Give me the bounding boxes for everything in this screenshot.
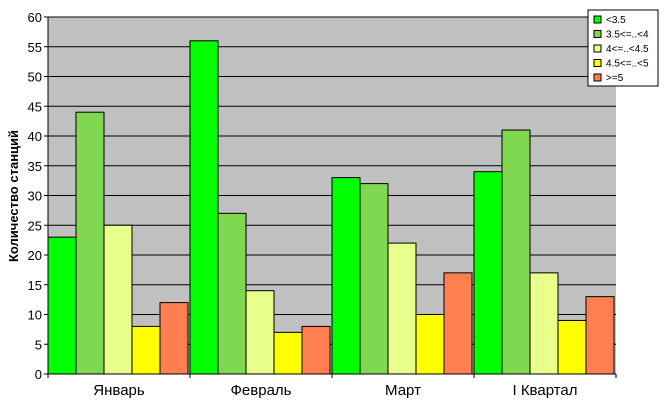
y-tick-label: 15 <box>28 278 42 293</box>
y-tick-label: 25 <box>28 218 42 233</box>
bar-3-4 <box>585 296 615 375</box>
legend-label: 3.5<=..<4 <box>606 30 649 41</box>
legend-swatch <box>593 59 602 67</box>
bar-2-4 <box>443 272 473 375</box>
y-tick-label: 35 <box>28 159 42 174</box>
y-tick-label: 5 <box>35 337 42 352</box>
bar-3-0 <box>473 171 503 375</box>
y-tick-labels: 0 5 10 15 20 25 30 35 40 45 50 55 60 <box>28 10 48 382</box>
bar-1-4 <box>301 325 331 375</box>
y-tick-label: 55 <box>28 40 42 55</box>
legend-swatch <box>593 73 602 82</box>
y-tick-label: 30 <box>28 189 42 204</box>
legend-swatch <box>593 30 602 38</box>
bar-0-3 <box>131 325 161 375</box>
y-tick-label: 0 <box>35 367 42 382</box>
legend-label: 4<=..<4.5 <box>606 44 649 55</box>
bar-3-2 <box>529 272 559 375</box>
legend-label: <3.5 <box>606 15 626 26</box>
category-label: Март <box>385 382 421 399</box>
legend-label: >=5 <box>606 73 624 84</box>
legend-swatch <box>593 15 602 24</box>
legend-swatch <box>593 44 602 53</box>
legend-label: 4.5<=..<5 <box>606 59 649 70</box>
bar-1-2 <box>245 290 275 375</box>
bar-2-0 <box>331 177 361 375</box>
bar-0-2 <box>103 224 133 375</box>
bar-1-3 <box>273 331 303 375</box>
bar-2-2 <box>387 242 417 375</box>
bar-2-1 <box>359 183 389 375</box>
bar-0-1 <box>75 111 105 375</box>
legend: <3.5 3.5<=..<4 4<=..<4.5 4.5<=..<5 >=5 <box>587 9 659 87</box>
bar-1-0 <box>189 40 219 375</box>
y-tick-label: 40 <box>28 129 42 144</box>
bar-3-3 <box>557 319 587 375</box>
y-tick-label: 45 <box>28 99 42 114</box>
bar-2-3 <box>415 314 445 375</box>
bar-0-0 <box>47 236 77 375</box>
y-tick-label: 50 <box>28 70 42 85</box>
category-label: Февраль <box>231 382 292 399</box>
y-axis-label: Количество станций <box>6 130 21 262</box>
y-tick-label: 10 <box>28 308 42 323</box>
bar-0-4 <box>159 302 189 375</box>
bars <box>47 40 615 375</box>
y-tick-label: 60 <box>28 10 42 25</box>
category-label: I Квартал <box>512 382 577 399</box>
y-tick-label: 20 <box>28 248 42 263</box>
bar-3-1 <box>501 129 531 375</box>
category-labels: Январь Февраль Март I Квартал <box>47 374 617 399</box>
category-label: Январь <box>93 382 145 399</box>
bar-1-1 <box>217 212 247 375</box>
